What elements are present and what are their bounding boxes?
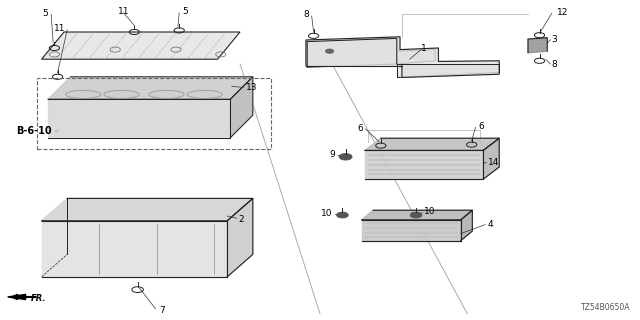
Polygon shape [42, 32, 240, 59]
Polygon shape [48, 99, 230, 138]
Text: 5: 5 [42, 9, 48, 18]
Polygon shape [397, 64, 499, 77]
Text: 5: 5 [182, 7, 188, 16]
Polygon shape [42, 221, 227, 277]
Polygon shape [365, 150, 483, 179]
Polygon shape [362, 210, 472, 220]
Text: 6: 6 [478, 122, 484, 131]
Polygon shape [362, 220, 461, 241]
Polygon shape [483, 138, 499, 179]
Text: 1: 1 [421, 44, 426, 53]
Circle shape [337, 212, 348, 218]
Polygon shape [42, 198, 253, 221]
Text: B-6-10: B-6-10 [16, 126, 52, 136]
Circle shape [410, 212, 422, 218]
Text: 2: 2 [238, 215, 244, 224]
Text: 11: 11 [118, 7, 129, 16]
Text: 3: 3 [552, 35, 557, 44]
Text: 7: 7 [159, 306, 164, 315]
Polygon shape [365, 138, 499, 150]
Text: 4: 4 [488, 220, 493, 229]
Polygon shape [528, 38, 547, 53]
Polygon shape [461, 210, 472, 241]
Circle shape [339, 154, 352, 160]
Polygon shape [397, 50, 435, 64]
Text: 14: 14 [488, 158, 500, 167]
Text: 11: 11 [54, 24, 65, 33]
Polygon shape [227, 198, 253, 277]
Bar [37, 78, 271, 149]
Text: FR.: FR. [31, 294, 46, 303]
Polygon shape [307, 38, 397, 67]
Text: 9: 9 [330, 150, 335, 159]
Polygon shape [8, 294, 26, 300]
Polygon shape [230, 77, 253, 138]
Text: 10: 10 [424, 207, 435, 216]
Text: 6: 6 [357, 124, 363, 132]
FancyArrowPatch shape [55, 130, 58, 133]
Polygon shape [306, 37, 499, 77]
Text: 8: 8 [303, 10, 309, 19]
Text: 8: 8 [552, 60, 557, 68]
Text: 10: 10 [321, 209, 333, 218]
Polygon shape [48, 77, 253, 99]
Text: TZ54B0650A: TZ54B0650A [581, 303, 630, 312]
Circle shape [326, 49, 333, 53]
Text: 13: 13 [246, 83, 258, 92]
Text: 12: 12 [557, 8, 568, 17]
FancyArrowPatch shape [13, 295, 36, 299]
